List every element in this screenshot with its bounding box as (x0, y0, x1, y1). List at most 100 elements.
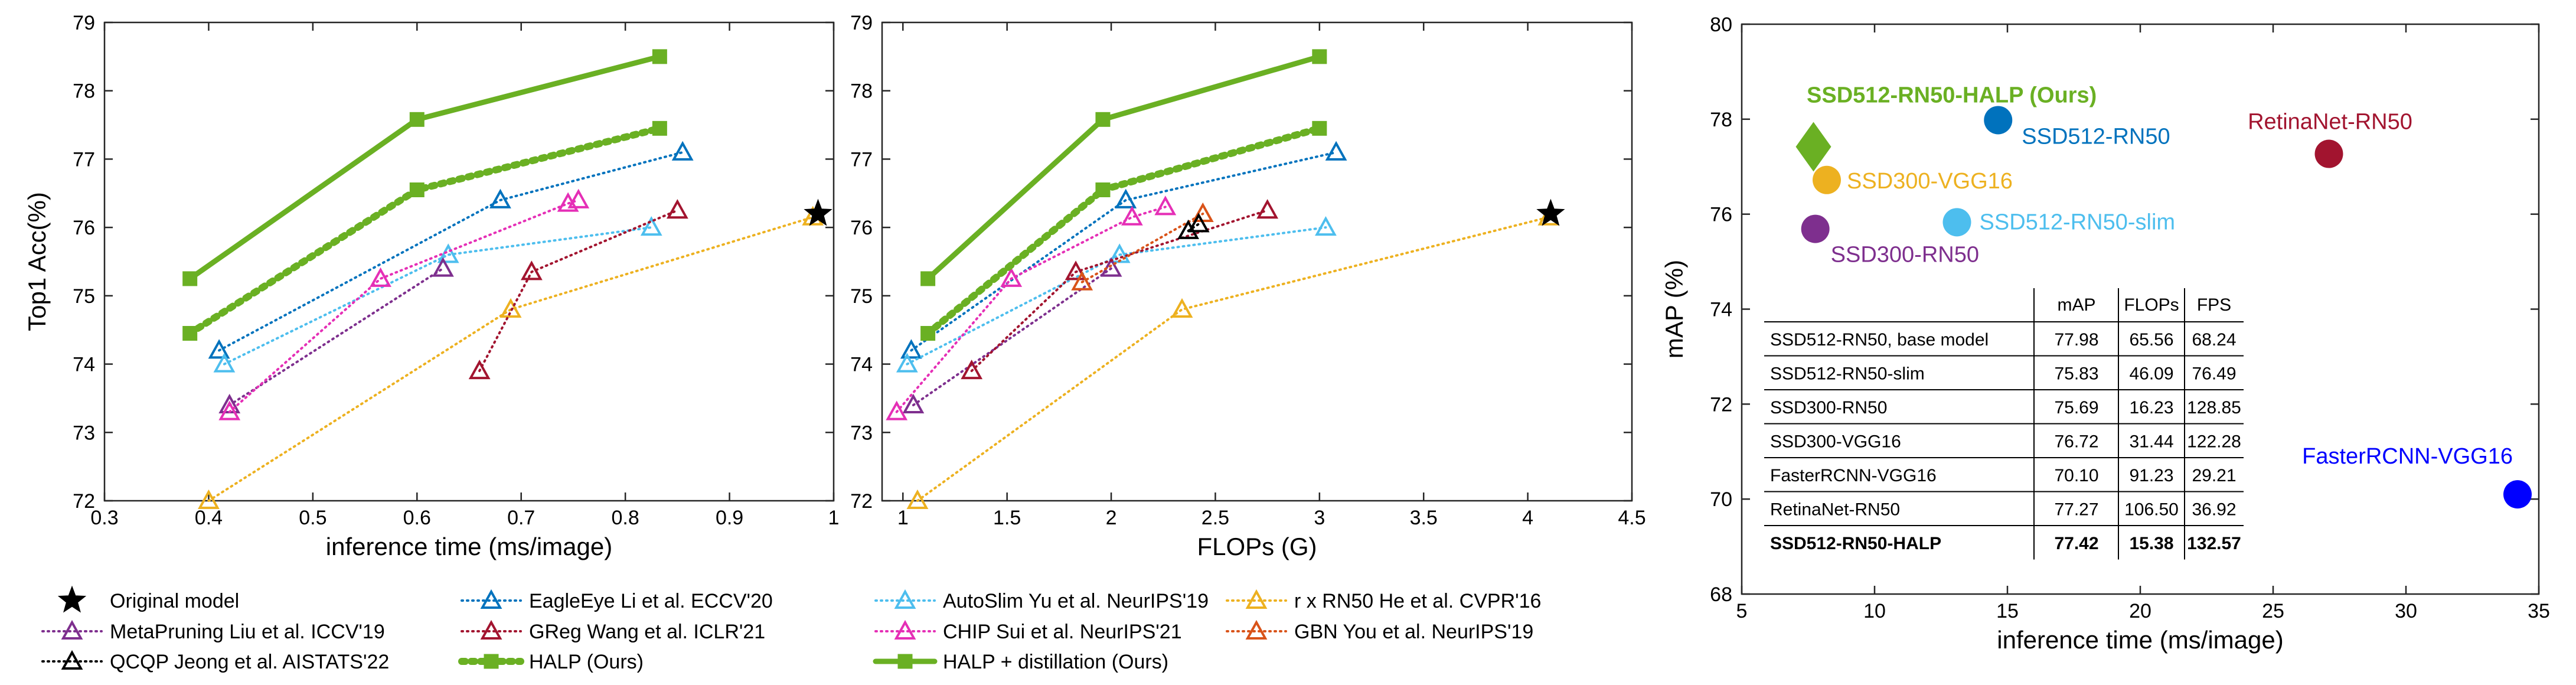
chart-3: 5 10 15 20 25 30 35 68 70 72 74 76 78 80 inference tim… (1660, 14, 2550, 654)
data-point (1095, 182, 1111, 197)
y-tick-label: 78 (850, 80, 873, 103)
y-tick-label: 72 (850, 490, 873, 513)
legend-marker (480, 589, 502, 609)
data-point (900, 339, 922, 359)
data-point (499, 298, 522, 318)
legend-item: HALP (Ours) (458, 651, 644, 673)
table-header: FPS (2197, 295, 2231, 315)
data-point (218, 400, 241, 420)
table-row: SSD300-VGG16 76.72 31.44 122.28 (1764, 432, 2244, 458)
table-cell-flops: 16.23 (2129, 398, 2173, 417)
legend-label: MetaPruning Liu et al. ICCV'19 (110, 621, 385, 643)
legend-label: Original model (110, 590, 239, 612)
y-tick-label: 80 (1710, 14, 1732, 36)
data-point (182, 326, 198, 341)
x-tick-label: 0.9 (716, 507, 743, 529)
table-cell-flops: 91.23 (2129, 466, 2173, 485)
y-tick-label: 76 (1710, 204, 1732, 226)
data-point (1801, 214, 1830, 243)
table-row: SSD512-RN50-slim 75.83 46.09 76.49 (1764, 364, 2244, 390)
point-ssd512-rn50: SSD512-RN50 (1984, 106, 2170, 149)
table-cell-name: SSD512-RN50-slim (1770, 364, 1925, 384)
x-tick-label: 35 (2528, 600, 2550, 622)
table-cell-map: 77.42 (2054, 534, 2098, 553)
series-qcqp-jeong-et-al-aistats-22 (1177, 213, 1210, 239)
y-tick-label: 73 (850, 422, 873, 444)
series-line (218, 151, 684, 352)
data-point (666, 199, 688, 219)
table-cell-fps: 132.57 (2187, 534, 2241, 553)
legend-item: GReg Wang et al. ICLR'21 (461, 619, 765, 643)
data-point (182, 271, 198, 286)
series-line (228, 267, 445, 406)
data-point (468, 360, 491, 380)
plot-frame (881, 21, 1633, 502)
legend-label: HALP + distillation (Ours) (943, 651, 1168, 673)
x-tick-label: 2 (1106, 507, 1117, 529)
table-cell-map: 75.69 (2054, 398, 2098, 417)
legend-label: AutoSlim Yu et al. NeurIPS'19 (943, 590, 1209, 612)
legend-marker (1245, 619, 1268, 640)
legend-marker (894, 619, 916, 640)
legend-marker (61, 619, 83, 640)
data-point (902, 393, 925, 413)
data-label: RetinaNet-RN50 (2248, 110, 2412, 135)
data-point (804, 198, 832, 226)
x-axis-label: FLOPs (G) (1197, 533, 1317, 560)
x-tick-label: 1 (828, 507, 840, 529)
data-label: SSD512-RN50-slim (1980, 210, 2176, 234)
y-tick-label: 70 (1710, 488, 1732, 511)
y-tick-label: 75 (73, 285, 95, 308)
table-row: SSD300-RN50 75.69 16.23 128.85 (1764, 398, 2244, 425)
series-eagleeye-li-et-al-eccv-20 (208, 141, 694, 359)
table-cell-flops: 106.50 (2124, 500, 2179, 520)
x-tick-label: 0.7 (507, 507, 535, 529)
y-axis-label: Top1 Acc(%) (23, 192, 51, 331)
data-point (2314, 139, 2343, 168)
table-cell-fps: 29.21 (2192, 466, 2236, 485)
series-line (970, 209, 1269, 373)
table-cell-fps: 122.28 (2187, 432, 2241, 452)
data-point (961, 360, 983, 380)
data-label: SSD300-RN50 (1831, 243, 1979, 268)
table-row: SSD512-RN50-HALP 77.42 15.38 132.57 (1770, 534, 2241, 553)
legend-item: HALP + distillation (Ours) (873, 651, 1168, 673)
series-autoslim-yu-et-al-neurips-19 (896, 216, 1337, 373)
x-tick-label: 25 (2262, 600, 2284, 622)
legend-item: QCQP Jeong et al. AISTATS'22 (41, 650, 389, 673)
data-point (1984, 106, 2013, 135)
legend-label: r x RN50 He et al. CVPR'16 (1294, 590, 1541, 612)
data-point (1065, 260, 1087, 280)
point-fasterrcnn-vgg16: FasterRCNN-VGG16 (2302, 444, 2532, 509)
x-tick-label: 3.5 (1410, 507, 1438, 529)
legend-item: MetaPruning Liu et al. ICCV'19 (41, 619, 385, 643)
legend-item: AutoSlim Yu et al. NeurIPS'19 (874, 589, 1209, 612)
y-tick-label: 73 (73, 422, 95, 444)
y-tick-label: 77 (850, 148, 873, 171)
data-point (1071, 270, 1093, 291)
legend: Original model EagleEye Li et al. ECCV'20… (41, 585, 1541, 673)
chart-1: 0.3 0.4 0.5 0.6 0.7 0.8 0.9 1 72 73 74 75 76 77 78 79 in… (23, 12, 839, 560)
data-point (886, 400, 908, 420)
data-point (1000, 267, 1023, 287)
data-point (370, 267, 391, 287)
table-cell-flops: 15.38 (2129, 534, 2173, 553)
y-tick-label: 77 (73, 148, 95, 171)
data-label: SSD512-RN50 (2022, 124, 2170, 149)
y-tick-label: 72 (73, 490, 95, 513)
series-halp-distillation-ours- (920, 49, 1327, 286)
point-ssd300-rn50: SSD300-RN50 (1801, 214, 1979, 268)
point-ssd512-rn50-halp-ours-: SSD512-RN50-HALP (Ours) (1795, 83, 2097, 172)
table-cell-map: 77.98 (2054, 330, 2098, 350)
data-point (652, 120, 667, 136)
data-point (1187, 213, 1210, 233)
point-ssd512-rn50-slim: SSD512-RN50-slim (1942, 208, 2176, 237)
series-autoslim-yu-et-al-neurips-19 (213, 216, 662, 373)
legend-marker (57, 585, 87, 613)
legend-item: CHIP Sui et al. NeurIPS'21 (874, 619, 1182, 643)
data-point (409, 112, 425, 127)
summary-table: mAP FLOPs FPS SSD512-RN50, base model 77.98 6… (1764, 288, 2244, 560)
series-halp-distillation-ours- (182, 49, 667, 286)
data-label: FasterRCNN-VGG16 (2302, 444, 2513, 469)
